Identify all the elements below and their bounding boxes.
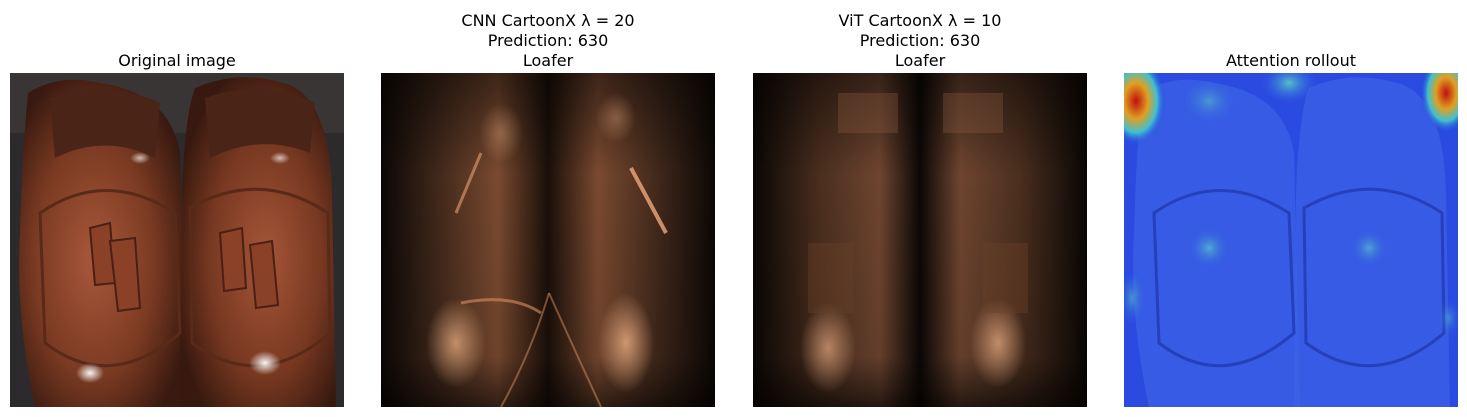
panel-title: CNN CartoonX λ = 20 Prediction: 630 Loaf…	[381, 11, 715, 71]
panel-cnn-cartoonx: CNN CartoonX λ = 20 Prediction: 630 Loaf…	[381, 0, 715, 417]
title-line: Attention rollout	[1225, 51, 1357, 70]
panel-vit-cartoonx: ViT CartoonX λ = 10 Prediction: 630 Loaf…	[753, 0, 1087, 417]
panel-original: Original image	[10, 0, 344, 417]
title-line: Loafer	[894, 51, 946, 70]
panel-title: Original image	[10, 51, 344, 71]
attention-rollout-heatmap-image	[1124, 73, 1458, 407]
panel-title: ViT CartoonX λ = 10 Prediction: 630 Loaf…	[753, 11, 1087, 71]
original-loafer-image	[10, 73, 344, 407]
title-line: Loafer	[522, 51, 574, 70]
panel-attention-rollout: Attention rollout	[1124, 0, 1458, 417]
title-line: Prediction: 630	[487, 31, 609, 50]
panel-title: Attention rollout	[1124, 51, 1458, 71]
title-line: CNN CartoonX λ = 20	[461, 11, 635, 30]
title-line: ViT CartoonX λ = 10	[838, 11, 1002, 30]
title-line: Prediction: 630	[859, 31, 981, 50]
vit-cartoonx-explanation-image	[753, 73, 1087, 407]
title-line: Original image	[118, 51, 236, 70]
cnn-cartoonx-explanation-image	[381, 73, 715, 407]
